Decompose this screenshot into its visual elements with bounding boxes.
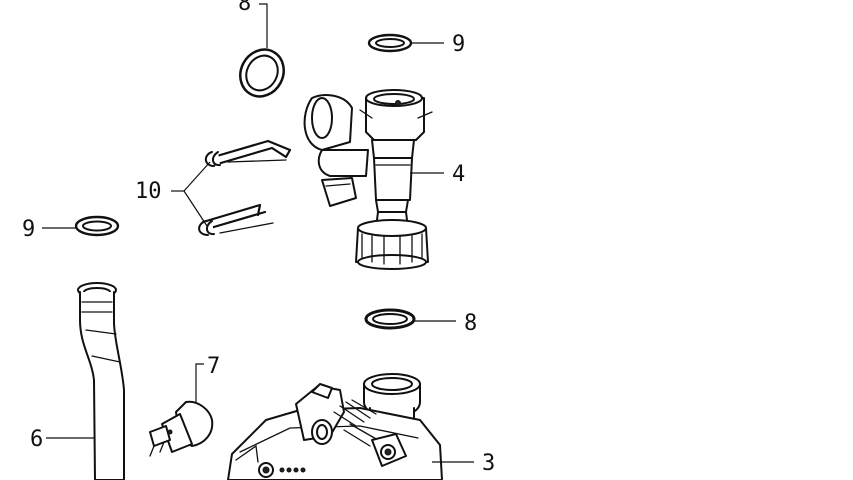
callout-9-left: 9 bbox=[22, 217, 76, 242]
callout-8-top: 8 bbox=[238, 0, 268, 48]
callout-7-label: 7 bbox=[207, 354, 220, 379]
callout-9-top: 9 bbox=[411, 32, 465, 57]
callout-8-middle-label: 8 bbox=[464, 311, 477, 336]
part-8-middle-o-ring bbox=[364, 308, 416, 330]
callout-6-label: 6 bbox=[30, 427, 43, 452]
callout-8-middle: 8 bbox=[414, 311, 477, 336]
part-10-lower-clip bbox=[198, 203, 274, 236]
callout-10-label: 10 bbox=[135, 179, 162, 204]
callout-9-left-label: 9 bbox=[22, 217, 35, 242]
part-6-pipe bbox=[77, 282, 125, 480]
part-8-top-o-ring bbox=[239, 48, 285, 98]
part-9-top-o-ring bbox=[367, 33, 413, 53]
part-4-valve-body bbox=[303, 89, 433, 270]
callout-7: 7 bbox=[195, 354, 220, 402]
callout-3-label: 3 bbox=[482, 451, 495, 476]
part-7-sensor-clip bbox=[149, 400, 214, 457]
part-10-upper-clip bbox=[204, 139, 292, 167]
callout-6: 6 bbox=[30, 427, 95, 452]
part-3-pump-head bbox=[227, 373, 443, 480]
callout-4: 4 bbox=[410, 162, 465, 187]
callout-8-top-label: 8 bbox=[238, 0, 251, 16]
callout-3: 3 bbox=[432, 451, 495, 476]
callout-10: 10 bbox=[135, 161, 211, 227]
part-9-left-o-ring bbox=[74, 215, 120, 237]
callout-9-top-label: 9 bbox=[452, 32, 465, 57]
callout-4-label: 4 bbox=[452, 162, 465, 187]
